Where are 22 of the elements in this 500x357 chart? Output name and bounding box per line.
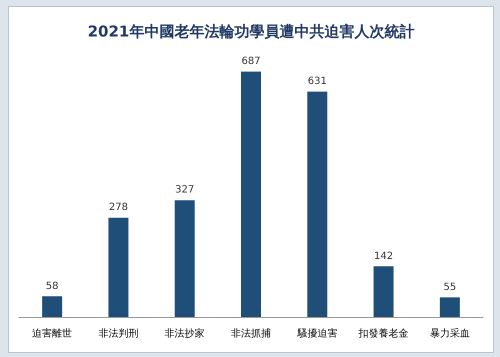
x-tick-label: 扣發養老金 xyxy=(358,328,409,340)
data-label: 58 xyxy=(46,280,59,292)
bar xyxy=(374,266,394,317)
x-tick-label: 非法判刑 xyxy=(98,328,138,340)
bar xyxy=(241,72,261,317)
data-label: 55 xyxy=(443,282,456,293)
data-label: 687 xyxy=(241,56,261,68)
data-label: 142 xyxy=(374,250,394,262)
x-tick-label: 暴力采血 xyxy=(430,328,470,340)
bar xyxy=(307,92,328,317)
bar xyxy=(174,200,195,317)
data-label: 327 xyxy=(175,184,194,196)
x-tick-label: 非法抓捕 xyxy=(231,328,271,340)
data-label: 631 xyxy=(308,76,327,88)
data-label: 278 xyxy=(108,202,128,214)
bar xyxy=(108,218,128,317)
x-tick-label: 非法抄家 xyxy=(164,328,205,340)
chart-title: 2021年中國老年法輪功學員遭中共迫害人次統計 xyxy=(88,22,414,40)
bar xyxy=(42,296,62,317)
bar xyxy=(440,297,460,317)
x-tick-label: 騷擾迫害 xyxy=(296,328,338,340)
x-tick-label: 迫害離世 xyxy=(32,328,72,340)
